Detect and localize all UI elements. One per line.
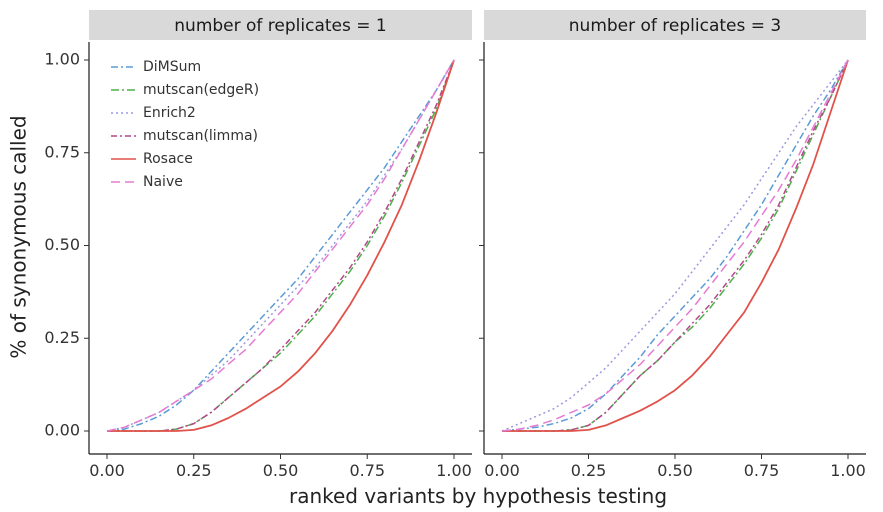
x-axis-title: ranked variants by hypothesis testing bbox=[289, 484, 667, 508]
series-line-enrich2 bbox=[501, 59, 849, 432]
series-line-naive bbox=[106, 59, 455, 432]
legend-label: Enrich2 bbox=[143, 105, 196, 121]
x-tick-label: 0.25 bbox=[571, 461, 607, 480]
facet-strip bbox=[484, 10, 866, 40]
x-tick-label: 1.00 bbox=[830, 461, 866, 480]
series-line-dimsum bbox=[501, 59, 849, 432]
x-tick-label: 0.25 bbox=[176, 461, 212, 480]
x-tick-label: 1.00 bbox=[436, 461, 472, 480]
y-tick-label: 0.00 bbox=[44, 421, 80, 440]
series-line-rosace bbox=[502, 59, 849, 432]
x-tick-label: 0.50 bbox=[263, 461, 299, 480]
legend-label: mutscan(edgeR) bbox=[143, 82, 259, 98]
x-tick-label: 0.75 bbox=[349, 461, 385, 480]
x-tick-label: 0.00 bbox=[89, 461, 125, 480]
panel-2: number of replicates = 3 0.00 0.25 0.50 0.75… bbox=[479, 10, 866, 480]
facet-strip bbox=[89, 10, 472, 40]
series-line-dimsum bbox=[106, 59, 455, 432]
x-tick-label: 0.75 bbox=[744, 461, 780, 480]
legend-label: DiMSum bbox=[143, 59, 201, 75]
plot-layer: number of replicates = 1 0.00 0.25 0.50 0.75… bbox=[44, 10, 866, 480]
legend-label: Naive bbox=[143, 174, 183, 190]
panel-1: number of replicates = 1 0.00 0.25 0.50 0.75… bbox=[44, 10, 472, 480]
series-line-mutscan-edger bbox=[107, 59, 455, 432]
legend-label: mutscan(limma) bbox=[143, 128, 258, 144]
y-tick-label: 0.25 bbox=[44, 328, 80, 347]
y-tick-label: 1.00 bbox=[44, 50, 80, 69]
y-tick-label: 0.50 bbox=[44, 235, 80, 254]
facet-strip-label: number of replicates = 3 bbox=[569, 16, 781, 36]
series-line-rosace bbox=[107, 59, 455, 432]
series-line-mutscan-edger bbox=[502, 59, 849, 432]
series-line-mutscan-limma bbox=[502, 59, 849, 432]
facet-strip-label: number of replicates = 1 bbox=[174, 16, 386, 36]
series-line-naive bbox=[501, 59, 849, 432]
y-tick-label: 0.75 bbox=[44, 142, 80, 161]
x-tick-label: 0.00 bbox=[484, 461, 520, 480]
legend-label: Rosace bbox=[143, 151, 193, 167]
x-tick-label: 0.50 bbox=[657, 461, 693, 480]
y-axis-title: % of synonymous called bbox=[7, 115, 31, 358]
legend: DiMSum mutscan(edgeR) Enrich2 mutscan(limma… bbox=[111, 59, 259, 190]
